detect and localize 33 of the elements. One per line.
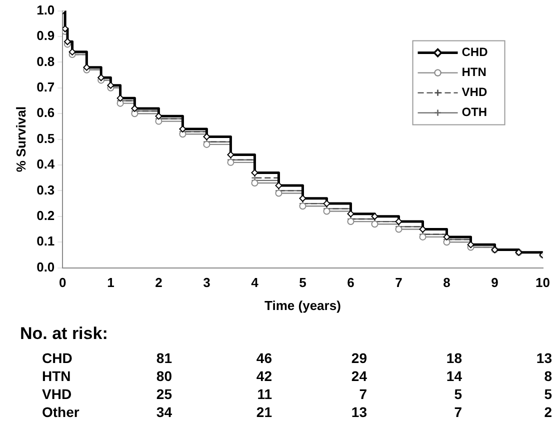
- x-tick-label: 10: [536, 275, 550, 290]
- x-tick-label: 1: [107, 275, 114, 290]
- x-tick-label: 9: [491, 275, 498, 290]
- x-tick-label: 6: [347, 275, 354, 290]
- x-tick-label: 8: [443, 275, 450, 290]
- x-tick-label: 2: [155, 275, 162, 290]
- y-tick-label: 0.2: [36, 208, 55, 223]
- y-tick-label: 0.7: [36, 79, 55, 94]
- y-tick-label: 1.0: [36, 2, 55, 18]
- text: HTN 80 42 24 14 8: [42, 368, 552, 384]
- y-axis-title: % Survival: [13, 106, 28, 172]
- y-tick-label: 0.1: [36, 234, 55, 249]
- x-tick-label: 3: [203, 275, 210, 290]
- legend-label: VHD: [462, 85, 488, 100]
- y-tick-label: 0.0: [36, 259, 55, 274]
- text: Other 34 21 13 7 2: [42, 404, 552, 420]
- text: CHD 81 46 29 18 13: [42, 350, 552, 366]
- y-tick-label: 0.8: [36, 54, 55, 69]
- text: No. at risk:: [20, 324, 108, 344]
- x-axis-title: Time (years): [264, 298, 341, 313]
- y-tick-label: 0.9: [36, 28, 55, 44]
- y-tick-label: 0.3: [36, 182, 55, 198]
- legend-label: CHD: [462, 45, 488, 60]
- x-tick-label: 7: [395, 275, 402, 290]
- legend-label: OTH: [462, 105, 488, 120]
- y-tick-label: 0.5: [36, 130, 55, 146]
- x-tick-label: 5: [299, 275, 306, 290]
- x-tick-label: 4: [251, 275, 260, 290]
- y-tick-label: 0.4: [36, 156, 56, 172]
- y-tick-label: 0.6: [36, 105, 55, 120]
- x-tick-label: 0: [59, 275, 66, 290]
- legend-label: HTN: [462, 65, 486, 80]
- text: VHD 25 11 7 5 5: [42, 386, 552, 402]
